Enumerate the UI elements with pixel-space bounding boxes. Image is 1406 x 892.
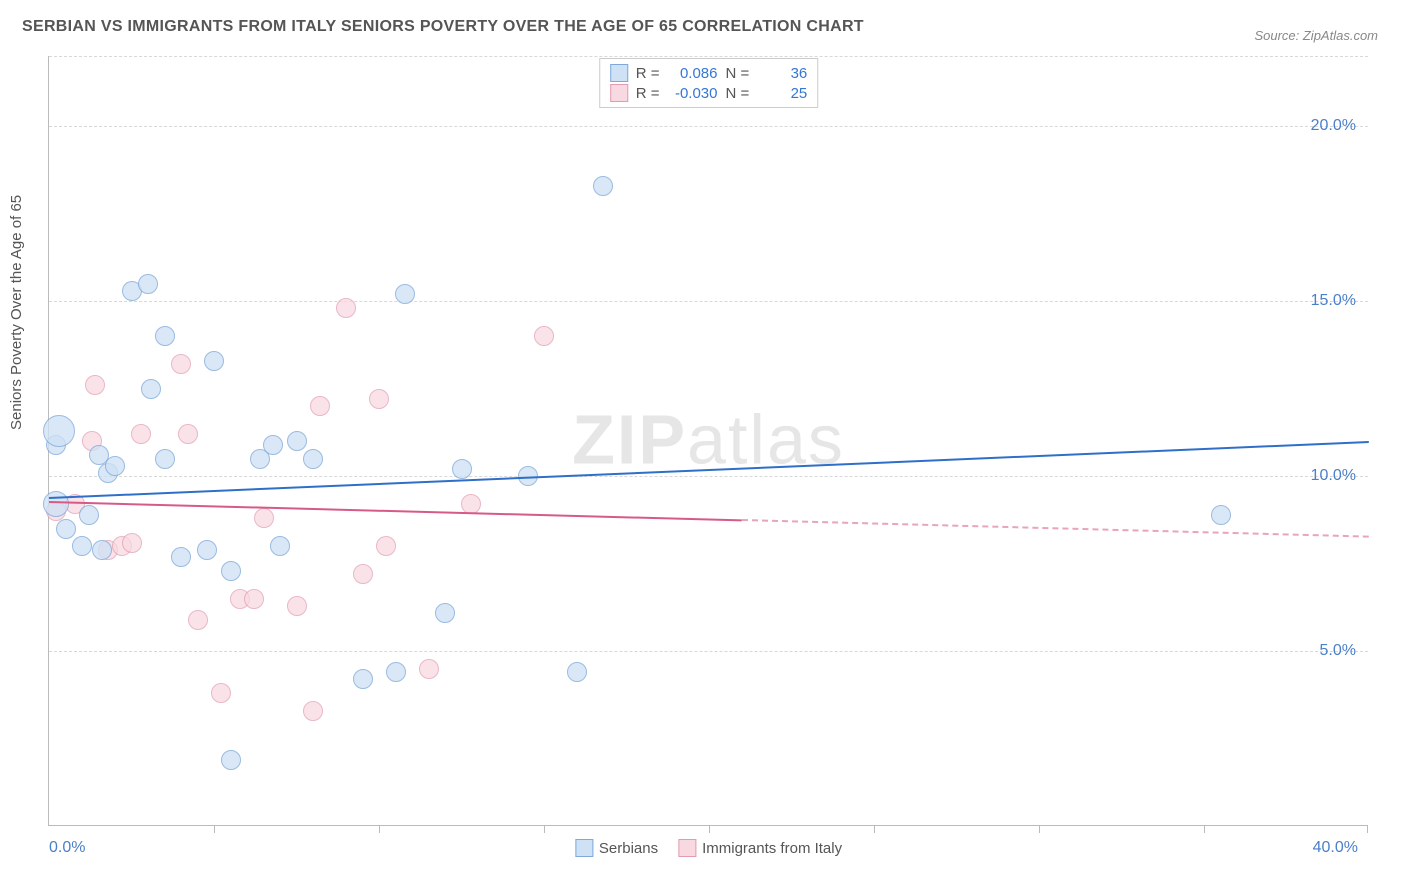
scatter-point <box>419 659 439 679</box>
scatter-point <box>105 456 125 476</box>
trend-line <box>742 519 1369 538</box>
trend-line <box>49 441 1369 499</box>
scatter-point <box>336 298 356 318</box>
scatter-point <box>155 326 175 346</box>
scatter-point <box>204 351 224 371</box>
scatter-point <box>303 701 323 721</box>
y-tick-label: 5.0% <box>1320 642 1356 660</box>
scatter-point <box>254 508 274 528</box>
x-tick <box>1204 825 1205 833</box>
scatter-point <box>593 176 613 196</box>
scatter-point <box>56 519 76 539</box>
scatter-point <box>72 536 92 556</box>
scatter-point <box>188 610 208 630</box>
scatter-point <box>155 449 175 469</box>
scatter-point <box>395 284 415 304</box>
scatter-point <box>131 424 151 444</box>
r-value-italy: -0.030 <box>668 85 718 102</box>
trend-line <box>49 501 742 521</box>
gridline <box>49 301 1368 302</box>
scatter-point <box>122 533 142 553</box>
scatter-point <box>369 389 389 409</box>
scatter-point <box>353 564 373 584</box>
r-value-serbians: 0.086 <box>668 65 718 82</box>
x-axis-max-label: 40.0% <box>1313 839 1358 857</box>
scatter-point <box>263 435 283 455</box>
swatch-serbians <box>610 64 628 82</box>
scatter-point <box>141 379 161 399</box>
y-tick-label: 20.0% <box>1311 117 1356 135</box>
swatch-serbians-icon <box>575 839 593 857</box>
y-axis-label: Seniors Poverty Over the Age of 65 <box>8 195 25 430</box>
scatter-point <box>171 547 191 567</box>
scatter-point <box>85 375 105 395</box>
scatter-point <box>197 540 217 560</box>
scatter-point <box>376 536 396 556</box>
scatter-point <box>178 424 198 444</box>
swatch-italy <box>610 84 628 102</box>
x-tick <box>379 825 380 833</box>
scatter-point <box>43 491 69 517</box>
x-tick <box>709 825 710 833</box>
gridline <box>49 126 1368 127</box>
legend-item-serbians: Serbians <box>575 839 658 857</box>
correlation-legend: R = 0.086 N = 36 R = -0.030 N = 25 <box>599 58 819 108</box>
scatter-point <box>310 396 330 416</box>
legend-item-italy: Immigrants from Italy <box>678 839 842 857</box>
x-tick <box>214 825 215 833</box>
x-tick <box>874 825 875 833</box>
scatter-point <box>386 662 406 682</box>
scatter-point <box>92 540 112 560</box>
scatter-point <box>567 662 587 682</box>
x-axis-min-label: 0.0% <box>49 839 85 857</box>
scatter-point <box>221 750 241 770</box>
swatch-italy-icon <box>678 839 696 857</box>
scatter-point <box>244 589 264 609</box>
scatter-point <box>221 561 241 581</box>
n-value-serbians: 36 <box>757 65 807 82</box>
scatter-point <box>534 326 554 346</box>
scatter-point <box>435 603 455 623</box>
x-tick <box>1367 825 1368 833</box>
scatter-point <box>353 669 373 689</box>
scatter-point <box>138 274 158 294</box>
scatter-point <box>461 494 481 514</box>
source-label: Source: ZipAtlas.com <box>1254 28 1378 43</box>
gridline <box>49 476 1368 477</box>
scatter-point <box>287 596 307 616</box>
scatter-point <box>43 415 75 447</box>
y-tick-label: 15.0% <box>1311 292 1356 310</box>
y-tick-label: 10.0% <box>1311 467 1356 485</box>
legend-row-italy: R = -0.030 N = 25 <box>610 83 808 103</box>
n-value-italy: 25 <box>757 85 807 102</box>
series-legend: Serbians Immigrants from Italy <box>575 839 842 857</box>
legend-row-serbians: R = 0.086 N = 36 <box>610 63 808 83</box>
scatter-point <box>171 354 191 374</box>
scatter-point <box>1211 505 1231 525</box>
scatter-plot-area: ZIPatlas R = 0.086 N = 36 R = -0.030 N =… <box>48 56 1368 826</box>
gridline <box>49 651 1368 652</box>
scatter-point <box>303 449 323 469</box>
scatter-point <box>211 683 231 703</box>
chart-title: SERBIAN VS IMMIGRANTS FROM ITALY SENIORS… <box>22 18 864 36</box>
scatter-point <box>79 505 99 525</box>
scatter-point <box>452 459 472 479</box>
x-tick <box>544 825 545 833</box>
x-tick <box>1039 825 1040 833</box>
scatter-point <box>287 431 307 451</box>
scatter-point <box>270 536 290 556</box>
